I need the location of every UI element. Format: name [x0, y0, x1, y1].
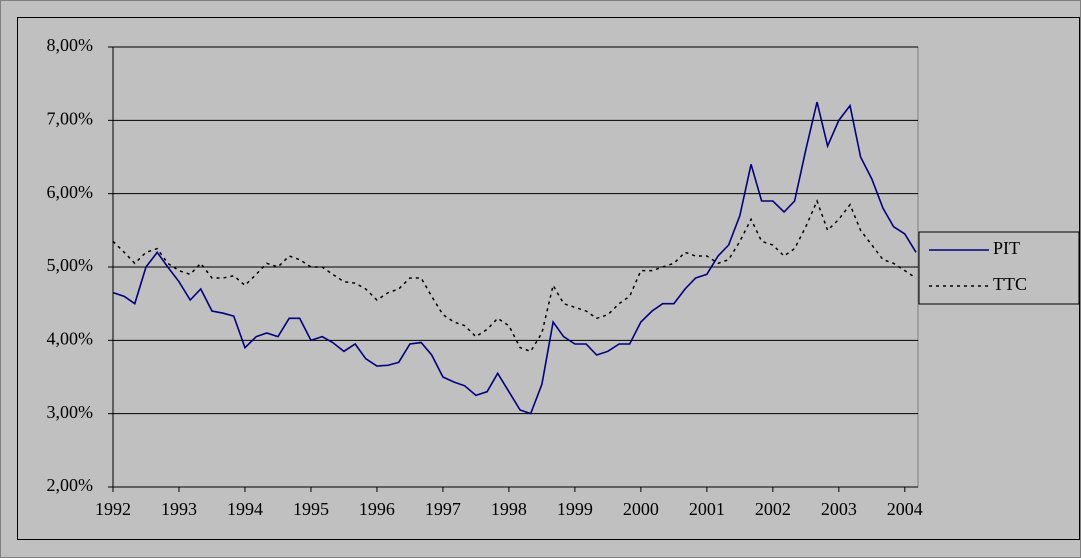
y-tick-label: 3,00%	[47, 402, 94, 422]
x-tick-label: 2003	[821, 499, 857, 519]
series-line	[112, 101, 917, 415]
y-tick-label: 8,00%	[47, 35, 94, 55]
x-tick-label: 1995	[293, 499, 329, 519]
x-tick-label: 1993	[161, 499, 197, 519]
legend-label: TTC	[993, 274, 1027, 294]
y-tick-label: 5,00%	[47, 255, 94, 275]
series-line	[112, 198, 917, 353]
x-tick-label: 1996	[359, 499, 395, 519]
legend-box	[918, 231, 1080, 305]
x-tick-label: 1992	[95, 499, 131, 519]
x-tick-label: 1999	[557, 499, 593, 519]
y-tick-label: 4,00%	[47, 328, 94, 348]
x-tick-label: 1998	[491, 499, 527, 519]
x-tick-label: 2001	[689, 499, 725, 519]
x-tick-label: 2002	[755, 499, 791, 519]
x-tick-label: 1994	[227, 499, 263, 519]
y-tick-label: 6,00%	[47, 182, 94, 202]
y-tick-label: 7,00%	[47, 108, 94, 128]
x-tick-label: 2004	[887, 499, 923, 519]
x-tick-label: 2000	[623, 499, 659, 519]
legend-label: PIT	[993, 238, 1020, 258]
x-tick-label: 1997	[425, 499, 461, 519]
y-tick-label: 2,00%	[47, 475, 94, 495]
